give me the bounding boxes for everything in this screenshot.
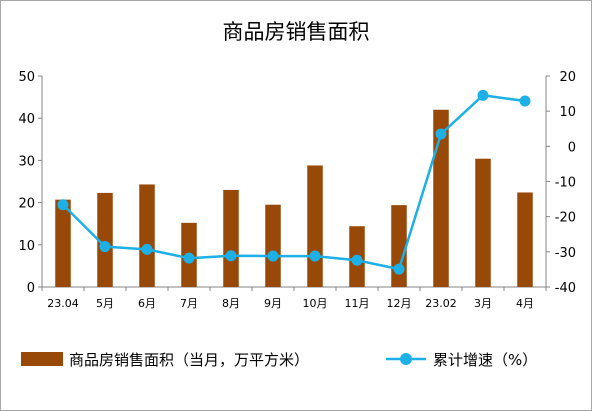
line-point <box>99 241 111 253</box>
line-point <box>477 89 489 101</box>
x-tick-label: 9月 <box>264 297 282 310</box>
bar <box>433 109 449 287</box>
x-tick-label: 12月 <box>387 297 412 310</box>
x-tick-label: 8月 <box>222 297 240 310</box>
y-right-tick-label: -20 <box>555 211 576 226</box>
bar <box>223 189 239 287</box>
line-point <box>309 250 321 262</box>
line-point <box>267 250 279 262</box>
line-point <box>435 128 447 140</box>
axes: 0 10 20 30 40 50 -40 -30 -20 -10 0 10 20 <box>18 70 576 296</box>
y-right-tick-label: -10 <box>555 176 576 191</box>
chart-title: 商品房销售面积 <box>223 20 370 44</box>
x-tick-label: 11月 <box>345 297 370 310</box>
y-right-tick-label: -40 <box>555 281 576 296</box>
line-point <box>57 199 69 211</box>
line-point <box>141 243 153 255</box>
y-right-tick-label: 0 <box>568 140 576 155</box>
y-left-tick-label: 10 <box>18 239 35 254</box>
bar-series <box>55 109 533 287</box>
legend: 商品房销售面积（当月，万平方米） 累计增速（%） <box>21 351 537 369</box>
legend-bar-swatch <box>21 352 63 366</box>
x-tick-label: 23.04 <box>47 297 79 310</box>
x-tick-label: 7月 <box>180 297 198 310</box>
bar <box>307 165 323 287</box>
legend-line-marker <box>400 353 412 365</box>
x-tick-label: 5月 <box>96 297 114 310</box>
line-point <box>183 252 195 264</box>
bar <box>391 205 407 287</box>
x-tick-label: 3月 <box>474 297 492 310</box>
y-left-tick-label: 0 <box>27 281 35 296</box>
x-tick-label: 4月 <box>516 297 534 310</box>
y-right-tick-label: 20 <box>559 70 576 85</box>
y-left-tick-label: 20 <box>18 197 35 212</box>
line-point <box>225 250 237 262</box>
y-left-tick-label: 40 <box>18 112 35 127</box>
legend-line-label: 累计增速（%） <box>433 351 537 369</box>
bar <box>97 192 113 287</box>
bar <box>517 192 533 287</box>
x-tick-label: 10月 <box>303 297 328 310</box>
bar <box>265 204 281 287</box>
bar <box>475 158 491 287</box>
y-right-tick-label: 10 <box>559 105 576 120</box>
line-point <box>351 254 363 266</box>
legend-bar-label: 商品房销售面积（当月，万平方米） <box>69 351 309 369</box>
x-tick-label: 23.02 <box>425 297 457 310</box>
y-left-tick-label: 30 <box>18 154 35 169</box>
line-point <box>393 263 405 275</box>
y-right-tick-label: -30 <box>555 246 576 261</box>
bar <box>55 199 71 287</box>
series-line <box>62 94 526 271</box>
x-tick-labels: 23.04 5月 6月 7月 8月 9月 10月 11月 12月 23.02 3月 4月 <box>47 297 534 310</box>
line-point <box>519 95 531 107</box>
x-tick-label: 6月 <box>138 297 156 310</box>
y-left-tick-label: 50 <box>18 70 35 85</box>
bar <box>139 184 155 287</box>
line-series <box>57 89 531 275</box>
